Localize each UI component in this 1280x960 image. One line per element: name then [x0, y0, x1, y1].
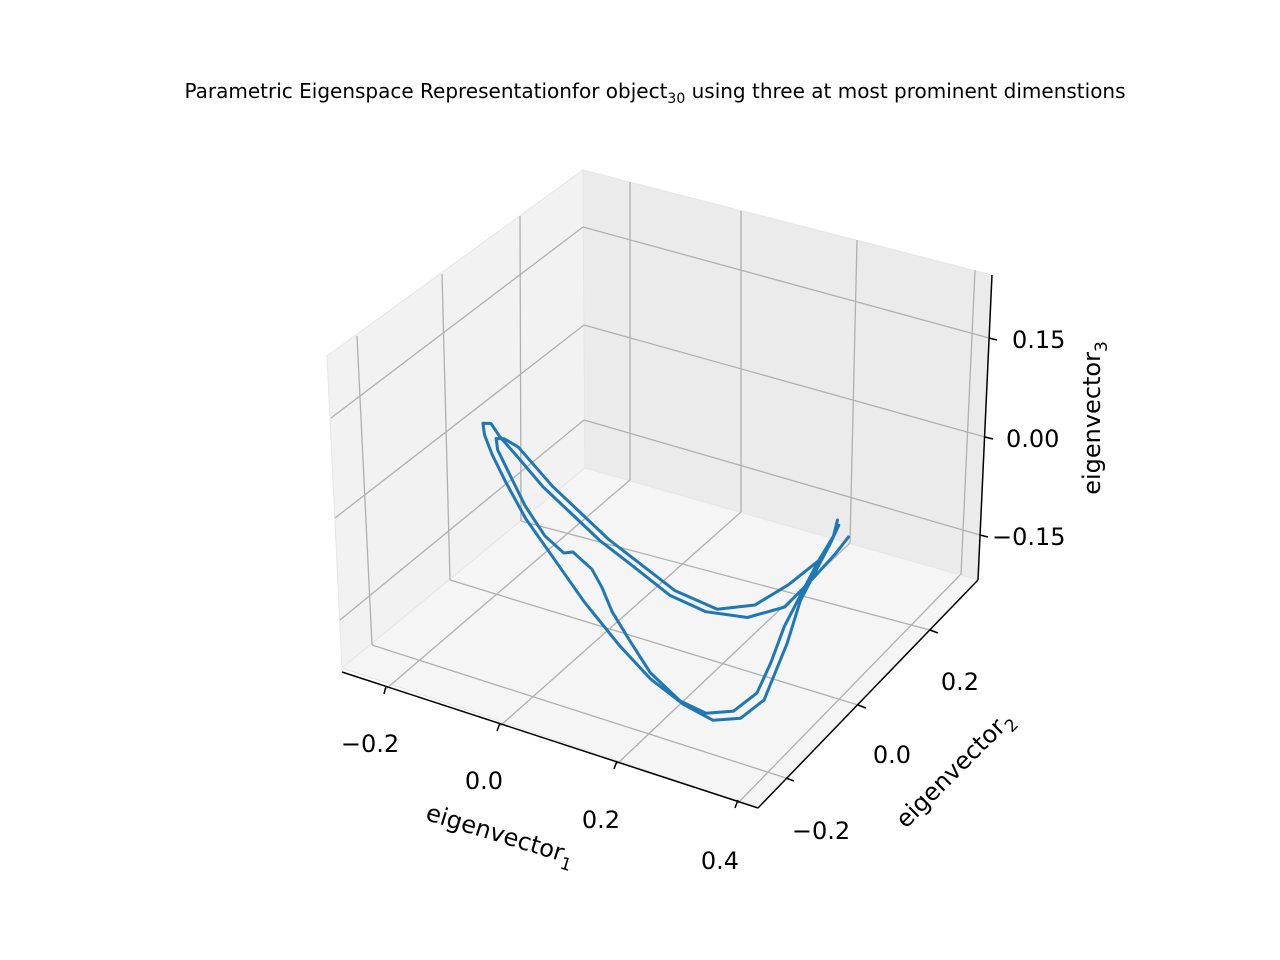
- z-tick-mark: [979, 534, 989, 538]
- grid-floor-y3: [520, 520, 931, 631]
- x-axis-line: [341, 671, 759, 809]
- y-tick-mark: [857, 704, 867, 709]
- y-tick-mark: [929, 629, 939, 634]
- grid-floor-x1: [385, 479, 631, 690]
- chart-title: Parametric Eigenspace Representationfor …: [184, 79, 1125, 107]
- grid-left-y2: [441, 273, 451, 581]
- grid-left-y1: [356, 335, 373, 646]
- axis-lines: [341, 274, 993, 809]
- tick-marks: [383, 337, 998, 809]
- grid-back-z2: [583, 324, 986, 438]
- grid-floor-y1: [371, 644, 787, 779]
- z-axis-label: eigenvector3: [1078, 341, 1112, 495]
- grid-back-x4: [960, 269, 976, 576]
- z-tick-mark: [984, 436, 994, 440]
- x-tick-label: 0.4: [701, 847, 739, 875]
- z-axis-label-sub: 3: [1092, 341, 1112, 352]
- series-line-1: [481, 421, 850, 722]
- y-tick-label: 0.0: [873, 741, 911, 769]
- z-axis-label-base: eigenvector: [1078, 352, 1106, 495]
- x-tick-mark: [734, 799, 739, 809]
- grid-floor-x2: [499, 511, 742, 727]
- x-axis-label: eigenvector1: [421, 799, 578, 876]
- z-tick-label: −0.15: [992, 523, 1066, 551]
- x-tick-mark: [613, 760, 618, 770]
- x-tick-label: −0.2: [341, 730, 399, 758]
- grid-back-z3: [582, 226, 990, 339]
- z-tick-label: 0.15: [1012, 326, 1065, 354]
- title-main: Parametric Eigenspace Representationfor …: [184, 79, 667, 103]
- x-tick-label: 0.2: [582, 806, 620, 834]
- x-tick-mark: [496, 722, 501, 732]
- y-tick-label: −0.2: [792, 817, 850, 845]
- z-tick-mark: [988, 337, 998, 341]
- grid-lines: [330, 182, 990, 804]
- grid-left-z2: [334, 324, 585, 519]
- grid-floor-y2: [449, 579, 859, 706]
- grid-back-z1: [583, 419, 981, 536]
- y-axis-label-base: eigenvector: [890, 713, 1011, 834]
- y-axis-line: [757, 579, 979, 809]
- title-subscript: 30: [667, 91, 685, 107]
- z-tick-label: 0.00: [1006, 425, 1059, 453]
- y-tick-mark: [785, 777, 795, 782]
- grid-floor-x4: [737, 574, 961, 804]
- y-axis-label: eigenvector2: [890, 705, 1023, 838]
- grid-left-z1: [339, 419, 585, 621]
- series-layer: [481, 421, 850, 722]
- grid-left-z3: [330, 226, 584, 419]
- grid-back-x3: [849, 239, 858, 544]
- title-rest: using three at most prominent dimenstion…: [685, 79, 1125, 103]
- y-tick-label: 0.2: [941, 668, 979, 696]
- grid-left-y3: [519, 215, 522, 522]
- x-axis-label-base: eigenvector: [423, 799, 568, 868]
- axes-panes: [326, 169, 993, 809]
- series-line-2: [494, 437, 839, 715]
- x-tick-label: 0.0: [465, 767, 503, 795]
- z-axis-line: [977, 274, 993, 581]
- x-tick-mark: [383, 685, 387, 695]
